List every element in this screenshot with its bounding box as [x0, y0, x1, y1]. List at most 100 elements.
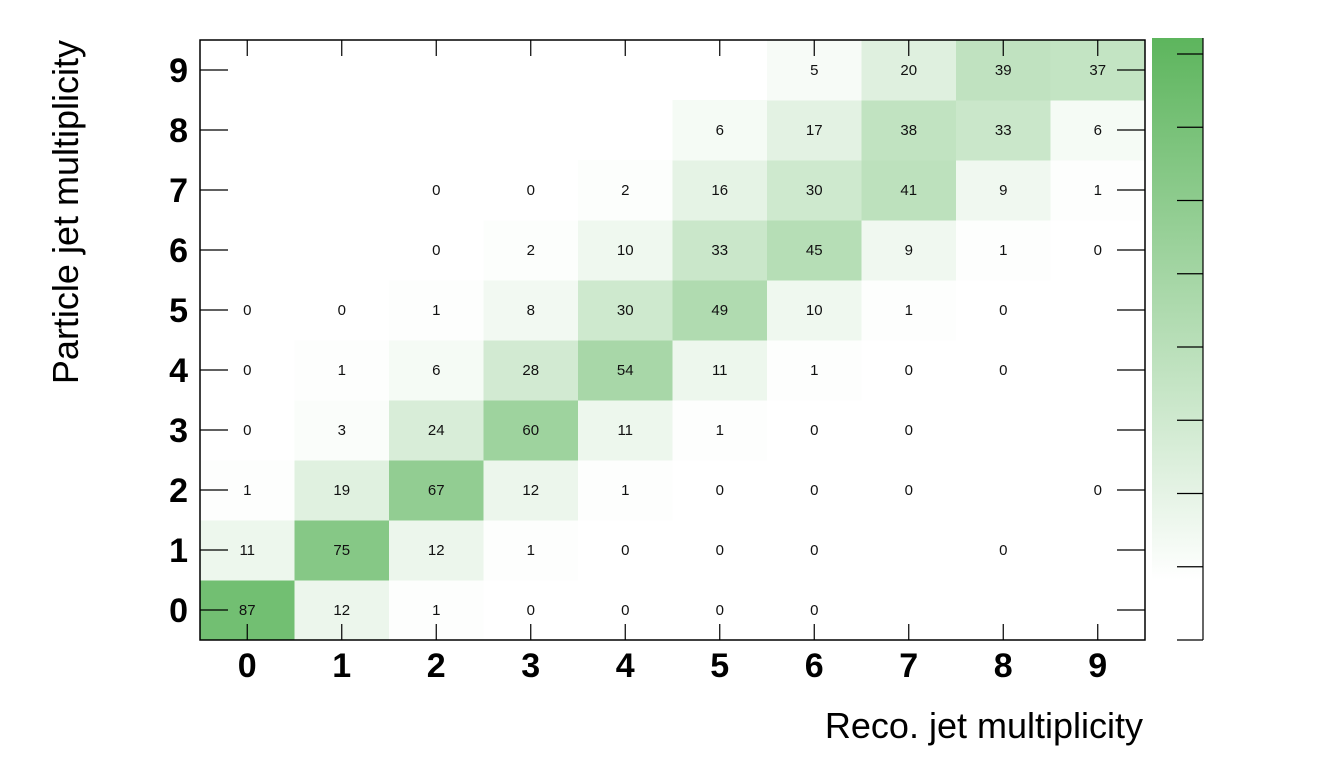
cell-value-label: 0 [243, 422, 251, 439]
heatmap-cell [389, 340, 484, 401]
y-tick-label: 9 [169, 52, 188, 90]
x-tick-label: 4 [616, 647, 635, 685]
y-tick-label: 2 [169, 472, 188, 510]
cell-value-label: 30 [617, 302, 634, 319]
x-tick-label: 6 [805, 647, 824, 685]
x-axis-title: Reco. jet multiplicity [825, 705, 1143, 746]
heatmap-cell [578, 160, 673, 221]
heatmap-cell [956, 100, 1051, 161]
heatmap-cell [294, 340, 390, 401]
heatmap-cell [483, 340, 579, 401]
heatmap-cell [389, 280, 484, 341]
cell-value-label: 1 [338, 362, 346, 379]
heatmap-cell [578, 280, 673, 341]
cell-value-label: 38 [900, 122, 917, 139]
cell-value-label: 11 [617, 422, 633, 439]
cell-value-label: 0 [999, 302, 1007, 319]
cell-value-label: 1 [810, 362, 818, 379]
cell-value-label: 0 [999, 542, 1007, 559]
cell-value-label: 41 [900, 182, 917, 199]
cell-value-label: 0 [432, 182, 440, 199]
heatmap-cell [861, 400, 957, 461]
heatmap-cell [578, 340, 673, 401]
cell-value-label: 5 [810, 62, 818, 79]
cell-value-label: 0 [810, 542, 818, 559]
cell-value-label: 1 [999, 242, 1007, 259]
heatmap-cell [767, 460, 862, 521]
cell-value-label: 1 [905, 302, 913, 319]
heatmap-cell [956, 160, 1051, 221]
cell-value-label: 30 [806, 182, 823, 199]
heatmap-cell [672, 460, 768, 521]
heatmap-cell [483, 280, 579, 341]
heatmap-cell [861, 220, 957, 281]
colorbar-gradient [1152, 38, 1203, 640]
y-tick-label: 1 [169, 532, 188, 570]
y-tick-label: 4 [169, 352, 188, 390]
cell-value-label: 0 [243, 362, 251, 379]
heatmap-cell [861, 340, 957, 401]
cell-value-label: 60 [522, 422, 539, 439]
x-tick-label: 5 [710, 647, 729, 685]
cell-value-label: 9 [905, 242, 913, 259]
cell-value-label: 6 [1094, 122, 1102, 139]
heatmap-cell [956, 340, 1051, 401]
cell-value-label: 20 [900, 62, 917, 79]
y-axis-title: Particle jet multiplicity [45, 40, 86, 384]
heatmap-cell [767, 220, 862, 281]
heatmap-cell [294, 280, 390, 341]
cell-value-label: 1 [432, 302, 440, 319]
cell-value-label: 1 [716, 422, 724, 439]
heatmap-cell [672, 520, 768, 581]
heatmap-cell [483, 400, 579, 461]
heatmap-cell [956, 520, 1051, 581]
x-tick-label: 9 [1088, 647, 1107, 685]
cell-value-label: 0 [905, 482, 913, 499]
cell-value-label: 0 [905, 422, 913, 439]
y-tick-label: 7 [169, 172, 188, 210]
cell-value-label: 33 [995, 122, 1012, 139]
x-tick-label: 3 [521, 647, 540, 685]
heatmap-cell [578, 400, 673, 461]
heatmap-cell [767, 160, 862, 221]
cell-value-labels: 87 12 1 0 0 0 011 75 12 1 0 0 0 01 19 67 12 1 0 0 0 00 3 24 60 11… [239, 62, 1106, 619]
cell-value-label: 12 [522, 482, 539, 499]
cell-value-label: 0 [716, 602, 724, 619]
cell-value-label: 45 [806, 242, 823, 259]
cell-value-label: 6 [716, 122, 724, 139]
heatmap-cell [389, 160, 484, 221]
cell-value-label: 0 [243, 302, 251, 319]
cell-value-label: 0 [999, 362, 1007, 379]
cell-value-label: 1 [243, 482, 251, 499]
heatmap-cell [672, 220, 768, 281]
cell-value-label: 16 [711, 182, 728, 199]
cell-value-label: 11 [712, 362, 728, 379]
heatmap-cell [389, 520, 484, 581]
y-tick-label: 6 [169, 232, 188, 270]
cell-value-label: 67 [428, 482, 445, 499]
heatmap-cell [483, 160, 579, 221]
cell-value-label: 0 [1094, 482, 1102, 499]
heatmap-cell [294, 400, 390, 461]
cell-value-label: 10 [806, 302, 823, 319]
heatmap-cell [861, 160, 957, 221]
x-tick-label: 2 [427, 647, 446, 685]
cell-value-label: 0 [527, 602, 535, 619]
heatmap-cell [767, 100, 862, 161]
heatmap-cell [672, 340, 768, 401]
y-tick-label: 8 [169, 112, 188, 150]
cell-value-label: 12 [428, 542, 445, 559]
cell-value-label: 0 [621, 602, 629, 619]
heatmap-cell [956, 220, 1051, 281]
heatmap-cell [483, 220, 579, 281]
cell-value-label: 1 [1094, 182, 1102, 199]
cell-value-label: 33 [711, 242, 728, 259]
heatmap-cell [861, 100, 957, 161]
x-tick-label: 7 [899, 647, 918, 685]
cell-value-label: 12 [333, 602, 350, 619]
heatmap-cell [767, 400, 862, 461]
plot-frame [199, 39, 1146, 641]
heatmap-cell [578, 520, 673, 581]
